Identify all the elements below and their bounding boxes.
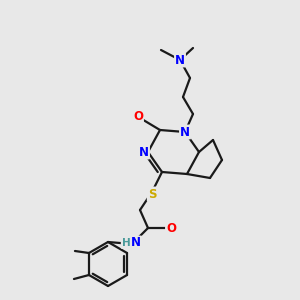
- Text: N: N: [180, 125, 190, 139]
- Text: O: O: [133, 110, 143, 122]
- Text: N: N: [175, 53, 185, 67]
- Text: S: S: [148, 188, 156, 200]
- Text: O: O: [166, 221, 176, 235]
- Text: N: N: [131, 236, 141, 250]
- Text: H: H: [122, 238, 130, 248]
- Text: N: N: [139, 146, 149, 158]
